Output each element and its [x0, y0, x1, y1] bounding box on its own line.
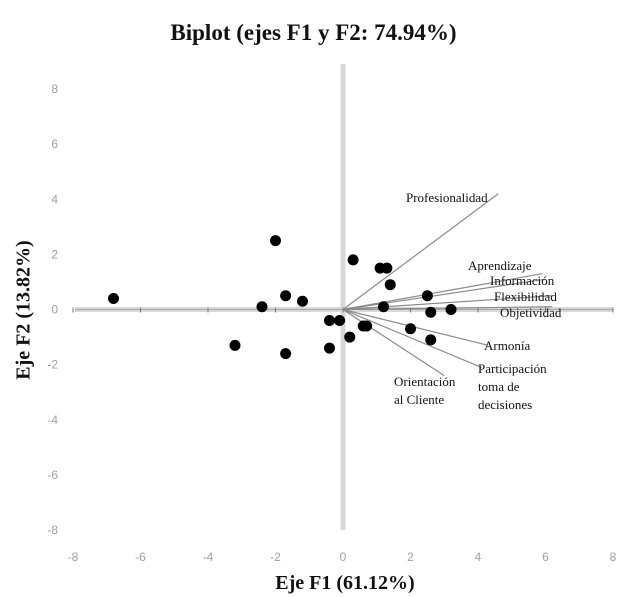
x-tick-label: -2 — [270, 550, 281, 564]
variable-label: Orientación al Cliente — [394, 374, 456, 407]
variable-label: Aprendizaje — [468, 258, 532, 273]
variable-vector — [342, 308, 445, 377]
y-tick-label: -6 — [47, 468, 58, 482]
y-tick-label: 6 — [51, 137, 58, 151]
variable-vector — [342, 308, 482, 368]
variable-label: Flexibilidad — [494, 289, 557, 304]
observation-point — [324, 342, 335, 354]
x-tick-label: 8 — [610, 550, 617, 564]
x-axis-label: Eje F1 (61.12%) — [275, 572, 415, 594]
variable-label: Objetividad — [500, 305, 562, 320]
observation-point — [378, 301, 389, 313]
chart-title: Biplot (ejes F1 y F2: 74.94%) — [170, 20, 457, 45]
x-tick-label: 6 — [542, 550, 549, 564]
observation-point — [229, 339, 241, 351]
variable-vector — [342, 193, 499, 310]
observation-point — [421, 290, 433, 302]
observation-point — [381, 262, 393, 274]
observation-point — [334, 315, 346, 327]
observation-point — [384, 279, 396, 291]
x-tick-label: -4 — [203, 550, 214, 564]
y-tick-label: 8 — [51, 82, 58, 96]
observation-point — [324, 315, 335, 327]
x-tick-label: -8 — [68, 550, 79, 564]
x-tick-label: 2 — [407, 550, 414, 564]
observation-point — [425, 306, 437, 318]
variable-label: Armonía — [484, 338, 530, 353]
variable-vector — [342, 273, 543, 311]
observation-point — [280, 348, 292, 360]
observation-point — [297, 295, 308, 307]
x-tick-label: 0 — [340, 550, 347, 564]
variable-vector — [342, 278, 546, 311]
variable-label: Profesionalidad — [406, 190, 488, 205]
observation-point — [445, 304, 457, 315]
y-tick-label: -4 — [47, 413, 58, 427]
x-tick-label: -6 — [135, 550, 146, 564]
observation-point — [280, 290, 292, 302]
observation-point — [344, 331, 356, 343]
observation-point — [405, 323, 416, 335]
variable-label: Información — [490, 273, 555, 288]
y-tick-label: 4 — [51, 192, 58, 206]
observation-point — [425, 334, 437, 346]
variable-label: Participación toma de decisiones — [478, 361, 547, 412]
variable-vector — [342, 295, 553, 311]
observation-point — [361, 320, 373, 332]
observation-point — [108, 292, 119, 304]
x-tick-label: 4 — [475, 550, 482, 564]
y-tick-label: 0 — [51, 303, 58, 317]
y-tick-label: -2 — [47, 358, 58, 372]
observation-point — [347, 254, 359, 266]
y-tick-label: -8 — [47, 523, 58, 537]
observation-point — [256, 301, 268, 313]
observation-point — [270, 235, 281, 247]
y-tick-label: 2 — [51, 247, 58, 261]
